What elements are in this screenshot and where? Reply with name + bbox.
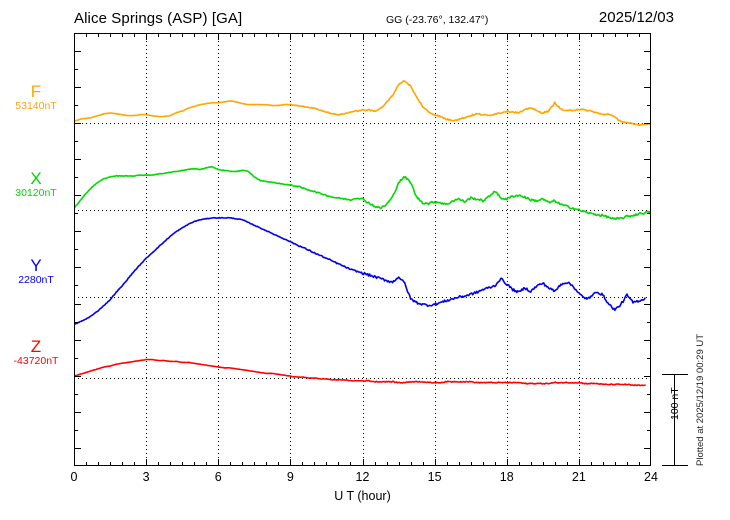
x-tick-9: 9 <box>286 470 294 484</box>
component-baseline-F: 53140nT <box>15 100 57 112</box>
component-baseline-X: 30120nT <box>15 187 57 199</box>
x-tick-18: 18 <box>499 470 514 484</box>
component-label-Z: Z -43720nT <box>0 338 72 368</box>
scale-bar-top-cap <box>662 374 688 375</box>
observation-date: 2025/12/03 <box>598 9 674 26</box>
trace-layer <box>74 79 651 387</box>
plot-canvas <box>74 33 651 466</box>
x-tick-21: 21 <box>571 470 586 484</box>
x-tick-0: 0 <box>70 470 78 484</box>
component-label-F: F 53140nT <box>0 83 72 113</box>
component-letter-X: X <box>30 169 42 188</box>
component-letter-Y: Y <box>30 256 42 275</box>
trace-X <box>74 165 651 221</box>
x-tick-15: 15 <box>427 470 442 484</box>
x-tick-24: 24 <box>644 470 658 484</box>
axis-ticks <box>74 33 651 466</box>
scale-bar-label: 100 nT <box>669 387 681 420</box>
station-title: Alice Springs (ASP) [GA] <box>74 10 243 27</box>
scale-bar-bottom-cap <box>662 465 688 466</box>
trace-Z <box>74 358 646 387</box>
geographic-coordinates: GG (-23.76°, 132.47°) <box>386 14 489 26</box>
component-letter-F: F <box>30 82 42 101</box>
component-letter-Z: Z <box>30 337 42 356</box>
trace-Y <box>74 216 646 326</box>
x-tick-6: 6 <box>214 470 222 484</box>
scale-bar-line <box>674 374 675 466</box>
trace-F <box>74 79 651 127</box>
scale-bar: 100 nT <box>662 374 688 466</box>
plotted-timestamp: Plotted at 2025/12/19 00:29 UT <box>695 333 706 466</box>
component-label-Y: Y 2280nT <box>0 257 72 287</box>
magnetogram-plot <box>74 33 651 466</box>
x-tick-12: 12 <box>355 470 370 484</box>
plot-frame <box>74 33 651 466</box>
x-tick-3: 3 <box>142 470 150 484</box>
component-baseline-Z: -43720nT <box>13 355 59 367</box>
component-label-X: X 30120nT <box>0 170 72 200</box>
grid-layer <box>146 33 580 466</box>
component-baseline-Y: 2280nT <box>18 274 54 286</box>
x-axis-title: U T (hour) <box>334 489 391 503</box>
baseline-layer <box>74 123 651 379</box>
